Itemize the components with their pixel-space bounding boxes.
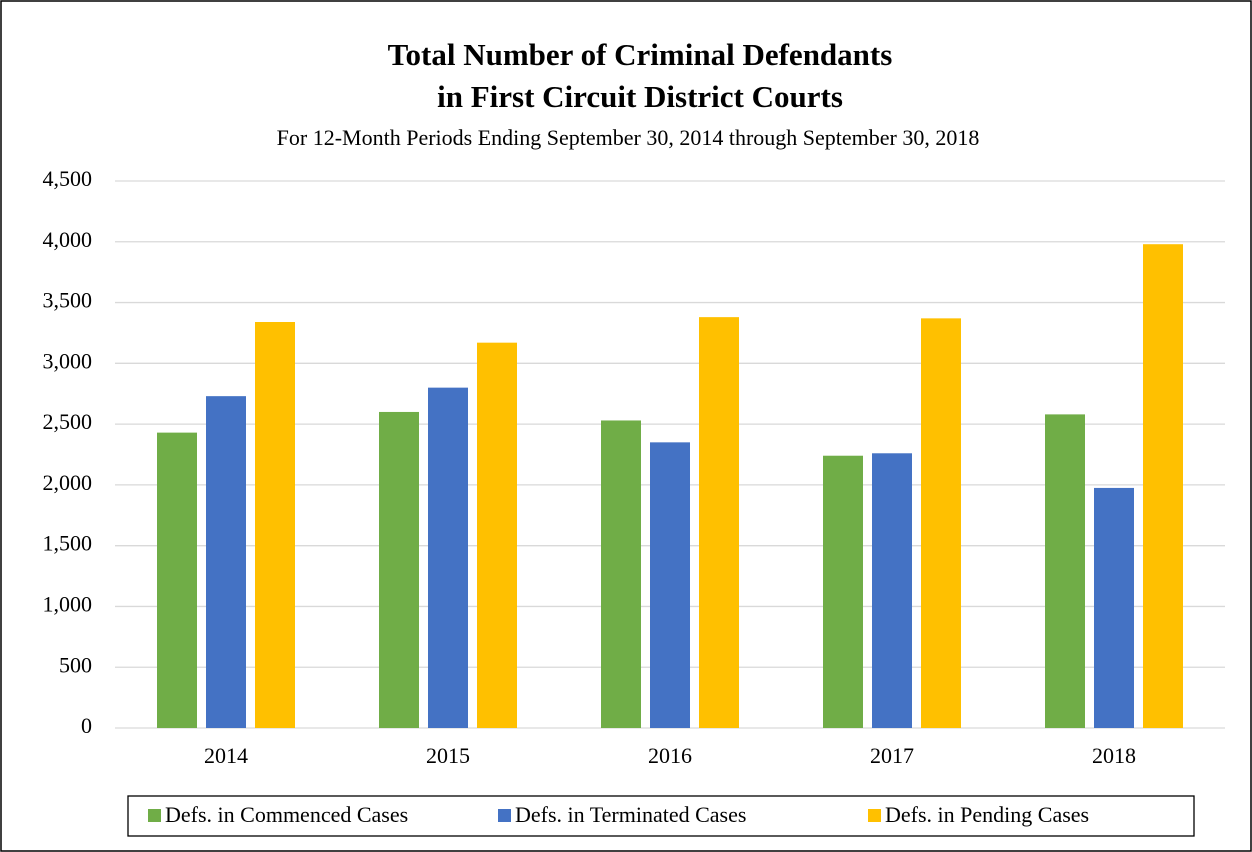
y-tick-label: 2,000 <box>43 470 93 495</box>
chart-subtitle: For 12-Month Periods Ending September 30… <box>277 125 980 150</box>
y-tick-label: 3,000 <box>43 348 93 373</box>
legend-swatch <box>148 809 161 822</box>
y-tick-label: 500 <box>59 652 92 677</box>
y-tick-label: 1,500 <box>43 531 93 556</box>
chart-title: Total Number of Criminal Defendants <box>388 37 893 72</box>
y-tick-label: 0 <box>81 713 92 738</box>
legend-label: Defs. in Terminated Cases <box>515 802 746 827</box>
bar <box>1143 244 1183 728</box>
legend-swatch <box>868 809 881 822</box>
bar <box>872 453 912 728</box>
bar <box>255 322 295 728</box>
bar <box>650 442 690 728</box>
bar <box>601 420 641 728</box>
y-tick-label: 4,000 <box>43 227 93 252</box>
bar <box>206 396 246 728</box>
x-tick-label: 2017 <box>870 743 914 768</box>
bar <box>157 432 197 728</box>
bar <box>477 342 517 728</box>
bar <box>428 387 468 728</box>
chart-title: in First Circuit District Courts <box>437 79 843 114</box>
x-tick-label: 2016 <box>648 743 692 768</box>
legend-label: Defs. in Pending Cases <box>885 802 1089 827</box>
bar <box>921 318 961 728</box>
bar <box>699 317 739 728</box>
y-tick-label: 4,500 <box>43 166 93 191</box>
bar <box>823 455 863 728</box>
x-tick-label: 2015 <box>426 743 470 768</box>
bar <box>379 411 419 728</box>
x-tick-label: 2014 <box>204 743 248 768</box>
bar <box>1045 414 1085 728</box>
bar <box>1094 487 1134 728</box>
x-tick-label: 2018 <box>1092 743 1136 768</box>
legend-label: Defs. in Commenced Cases <box>165 802 408 827</box>
y-tick-label: 3,500 <box>43 288 93 313</box>
legend-box <box>127 795 1195 837</box>
y-tick-label: 1,000 <box>43 591 93 616</box>
y-tick-label: 2,500 <box>43 409 93 434</box>
legend-swatch <box>498 809 511 822</box>
